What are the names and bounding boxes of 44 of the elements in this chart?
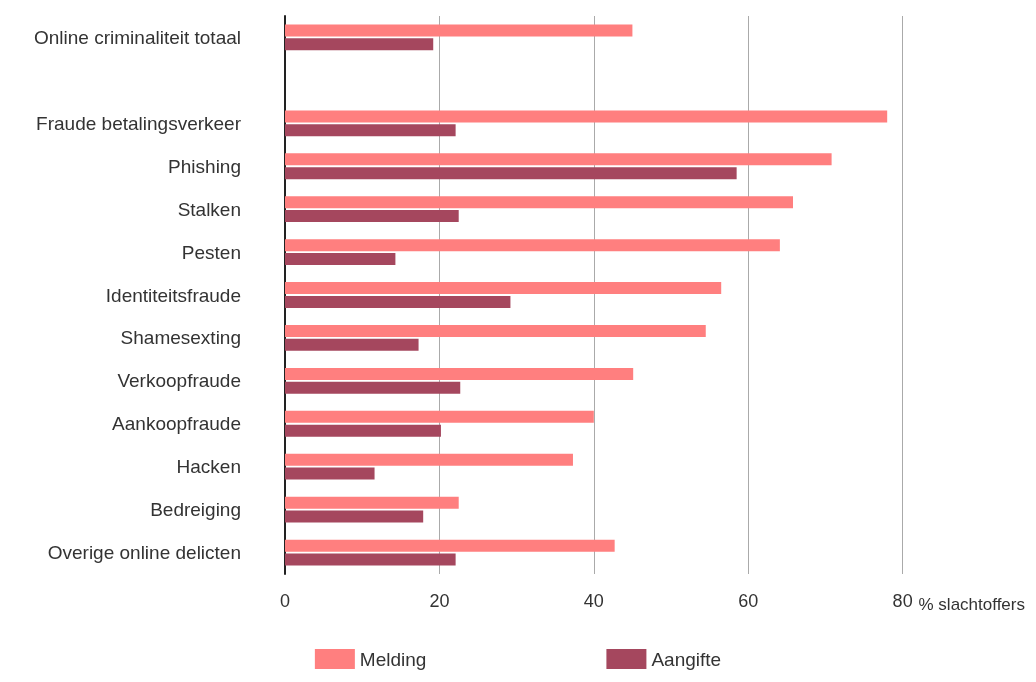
y-tick-label: Pesten [181,241,241,263]
y-tick-label: Verkoopfraude [117,370,241,392]
bar [285,210,459,223]
bar [285,167,737,180]
bar [285,24,633,37]
y-tick-label: Shamesexting [120,327,241,349]
y-tick-label: Aankoopfraude [112,413,241,435]
bar [285,453,573,466]
bar [285,539,615,552]
bar [285,325,706,338]
y-tick-label: Overige online delicten [47,542,241,564]
bar [285,467,375,480]
y-tick-label: Bedreiging [150,499,241,521]
y-tick-label: Hacken [176,456,241,478]
legend-label: Melding [359,648,427,670]
bar [285,381,461,394]
y-tick-label: Identiteitsfraude [105,284,241,306]
bar [285,553,456,566]
y-tick-label: Phishing [168,155,241,177]
bar [285,338,419,351]
bar [285,110,888,123]
bar [285,252,396,265]
x-tick-label: 20 [429,591,450,611]
x-tick-label: 40 [583,591,604,611]
y-tick-label: Stalken [177,198,241,220]
x-axis-title: % slachtoffers [918,595,1025,614]
legend-label: Aangifte [651,648,722,670]
bar [285,295,511,308]
bar [285,496,459,509]
x-tick-label: 80 [892,591,913,611]
x-tick-label: 0 [279,591,291,611]
bar [285,367,634,380]
bar [285,510,424,523]
y-tick-label: Fraude betalingsverkeer [36,112,242,134]
bar [285,153,832,166]
x-tick-label: 60 [738,591,759,611]
y-tick-label: Online criminaliteit totaal [34,26,241,48]
bar [285,239,780,252]
bar [285,424,441,437]
bar [285,410,594,423]
bar [285,282,722,295]
bar [285,124,456,137]
bar [285,196,793,209]
bar [285,38,434,51]
